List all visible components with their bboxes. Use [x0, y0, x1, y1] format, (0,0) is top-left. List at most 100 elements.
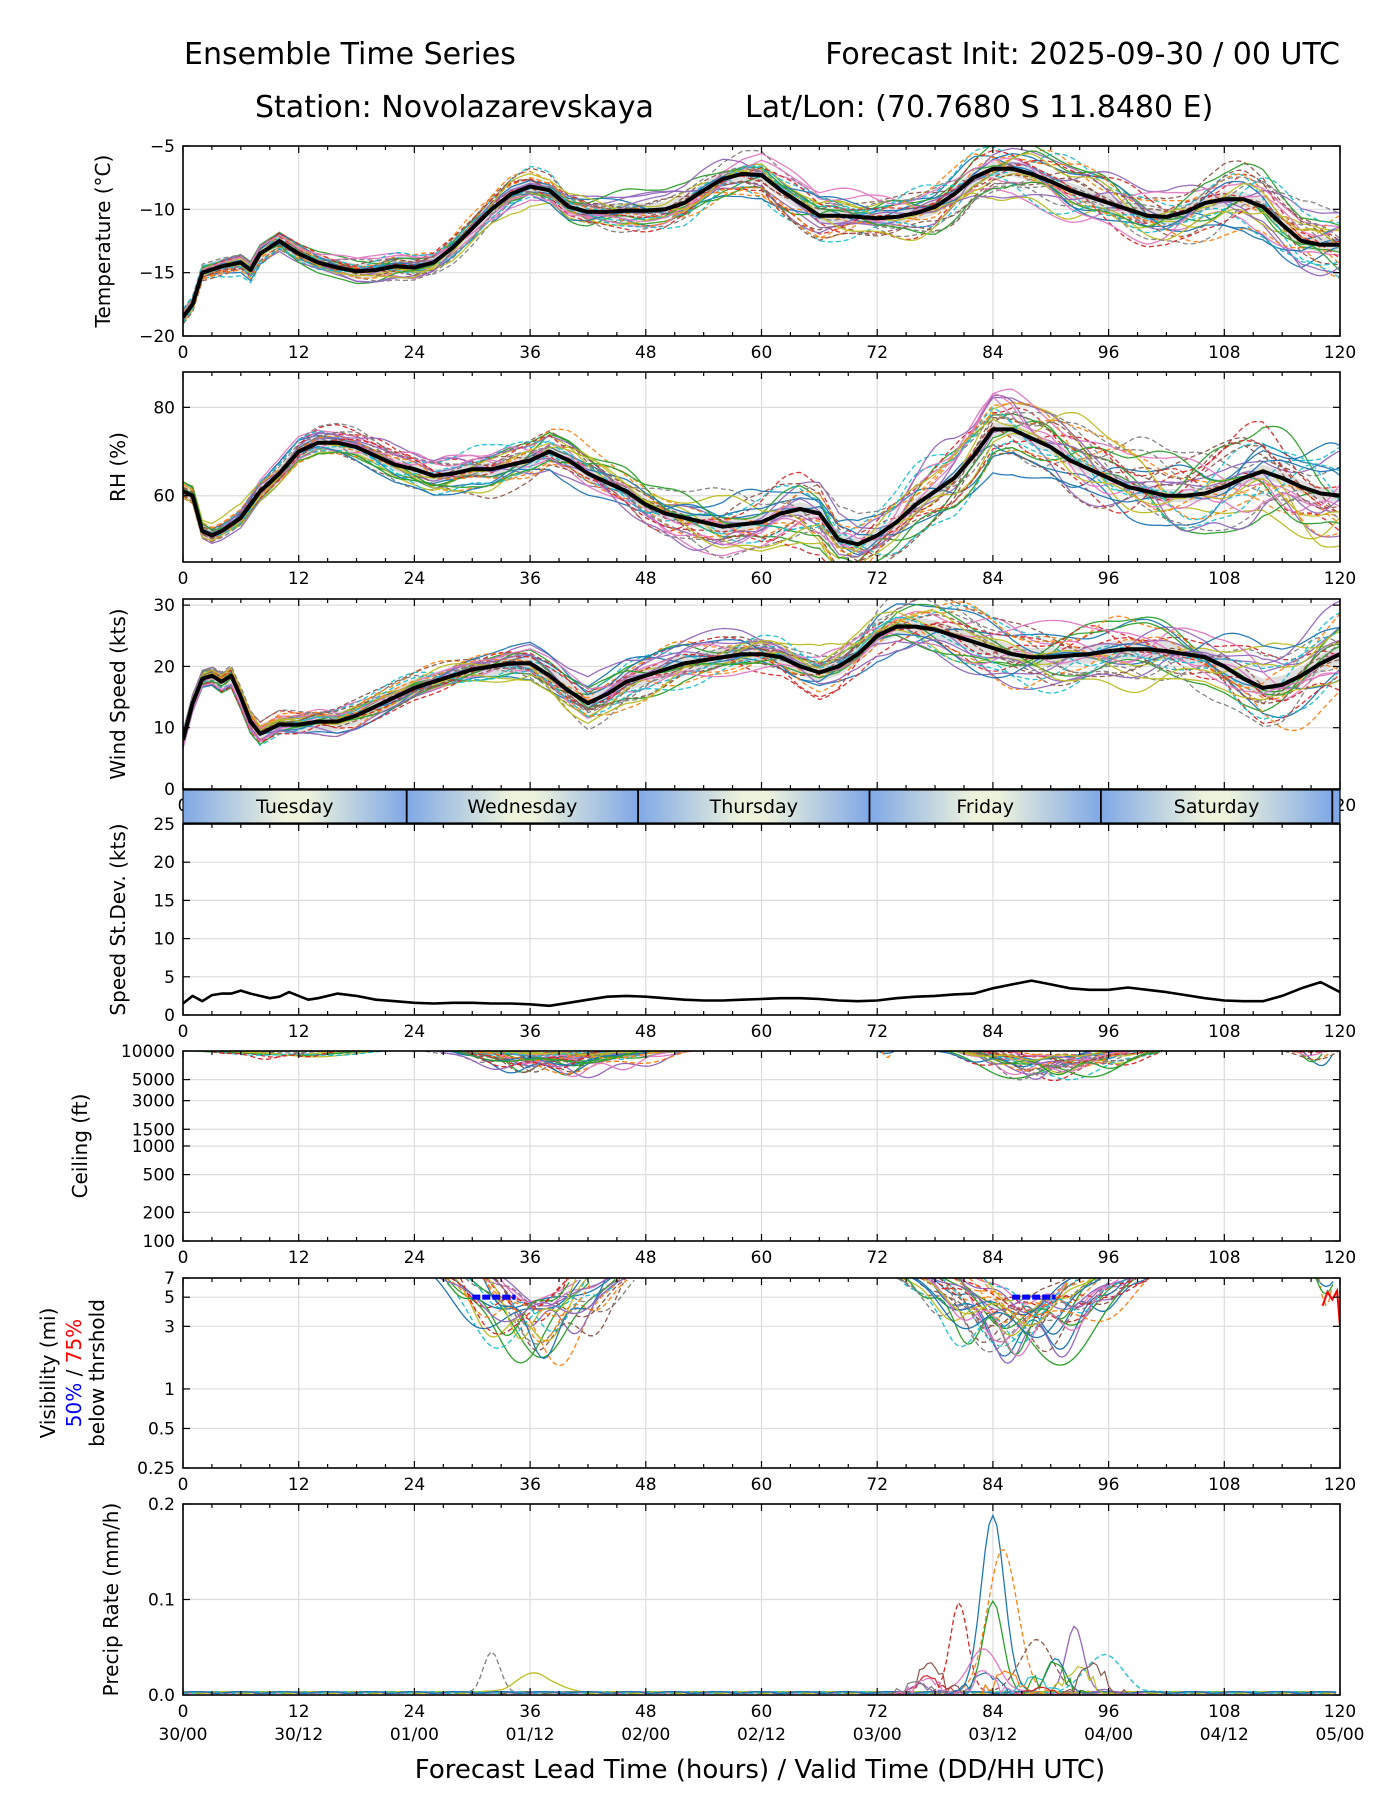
rh-member-line: [183, 434, 1340, 562]
visibility-member-line: [482, 1278, 606, 1360]
rh-plot-area: [183, 388, 1340, 562]
wind-member-line: [183, 622, 1340, 745]
stdev-stdev-line: [183, 979, 1340, 1008]
ceiling-y-tick-label: 1000: [132, 1137, 175, 1157]
rh-member-line: [183, 401, 1340, 539]
rh-y-tick-label: 60: [153, 487, 175, 507]
visibility-x-tick-label: 84: [982, 1475, 1004, 1495]
precip-x-tick-label: 36: [519, 1702, 541, 1722]
wind-y-label: Wind Speed (kts): [106, 608, 130, 779]
day-label: Thursday: [709, 796, 798, 818]
rh-x-tick-label: 36: [519, 569, 541, 589]
ceiling-member-line: [208, 1051, 385, 1056]
wind-y-tick-label: 10: [153, 719, 175, 739]
wind-member-line: [183, 610, 1340, 742]
rh-x-tick-label: 96: [1098, 569, 1120, 589]
rh-panel: 0 12 24 36 48 60 72 84 96 108 120 60 80 RH (%): [106, 371, 1356, 589]
ceiling-member-line: [454, 1051, 610, 1066]
wind-member-line: [183, 621, 1340, 738]
temperature-x-tick-label: 120: [1324, 343, 1356, 363]
visibility-member-line: [925, 1278, 1119, 1357]
visibility-member-line: [914, 1278, 1132, 1353]
visibility-x-tick-label: 60: [751, 1475, 773, 1495]
stdev-x-tick-label: 48: [635, 1022, 657, 1042]
valid-time-label: 02/12: [737, 1725, 786, 1745]
visibility-y-tick-label: 3: [164, 1317, 175, 1337]
wind-spread-band: [183, 617, 1340, 750]
visibility-member-line: [896, 1278, 1100, 1342]
valid-time-label: 04/12: [1200, 1725, 1249, 1745]
visibility-member-line: [919, 1278, 1137, 1318]
visibility-member-line: [923, 1278, 1150, 1323]
rh-member-line: [183, 394, 1340, 551]
rh-x-tick-label: 12: [288, 569, 310, 589]
temperature-member-line: [183, 146, 1340, 310]
ceiling-member-line: [980, 1051, 1151, 1075]
temperature-x-tick-label: 84: [982, 343, 1004, 363]
visibility-y-tick-label: 1: [164, 1380, 175, 1400]
ceiling-x-tick-label: 84: [982, 1248, 1004, 1268]
wind-member-line: [183, 608, 1340, 744]
ceiling-x-tick-label: 60: [751, 1248, 773, 1268]
rh-x-tick-label: 48: [635, 569, 657, 589]
ceiling-x-tick-label: 108: [1208, 1248, 1240, 1268]
temperature-y-tick-label: −20: [139, 327, 175, 347]
visibility-x-tick-label: 72: [866, 1475, 888, 1495]
visibility-member-line: [439, 1278, 626, 1323]
day-label: Tuesday: [255, 796, 333, 818]
temperature-x-tick-label: 36: [519, 343, 541, 363]
ceiling-panel: 0 12 24 36 48 60 72 84 96 108 120 100 200 500 10001500…: [68, 1042, 1356, 1268]
visibility-member-line: [938, 1278, 1102, 1325]
visibility-plot-area: [434, 1278, 1340, 1367]
valid-time-label: 05/00: [1316, 1725, 1365, 1745]
ceiling-x-tick-label: 24: [404, 1248, 426, 1268]
rh-member-line: [183, 412, 1340, 562]
ceiling-member-line: [210, 1051, 340, 1060]
temperature-panel: 0 12 24 36 48 60 72 84 96 108 120 −20 −15 −10 −5 Temper…: [91, 137, 1356, 363]
ceiling-member-line: [452, 1051, 643, 1064]
ceiling-member-line: [1296, 1051, 1325, 1057]
ceiling-member-line: [467, 1051, 687, 1075]
precip-x-tick-label: 48: [635, 1702, 657, 1722]
ceiling-x-tick-label: 96: [1098, 1248, 1120, 1268]
visibility-member-line: [493, 1278, 626, 1318]
precip-x-tick-label: 12: [288, 1702, 310, 1722]
ceiling-y-tick-label: 1500: [132, 1120, 175, 1140]
x-axis-label: Forecast Lead Time (hours) / Valid Time …: [415, 1755, 1105, 1785]
valid-time-label: 30/00: [159, 1725, 208, 1745]
stdev-plot-area: [183, 979, 1340, 1008]
ceiling-y-tick-label: 200: [143, 1203, 175, 1223]
day-bar-frame: [182, 789, 1341, 824]
temperature-x-tick-label: 108: [1208, 343, 1240, 363]
visibility-member-line: [1315, 1278, 1334, 1295]
valid-time-label: 02/00: [621, 1725, 670, 1745]
temperature-x-tick-label: 48: [635, 343, 657, 363]
temperature-y-label: Temperature (°C): [91, 155, 115, 329]
stdev-x-tick-label: 12: [288, 1022, 310, 1042]
stdev-y-tick-label: 5: [164, 968, 175, 988]
visibility-y-label: Visibility (mi): [36, 1308, 60, 1439]
stdev-x-tick-label: 36: [519, 1022, 541, 1042]
precip-x-tick-label: 0: [178, 1702, 189, 1722]
ceiling-member-line: [1298, 1051, 1323, 1063]
stdev-y-tick-label: 10: [153, 930, 175, 950]
rh-x-tick-label: 24: [404, 569, 426, 589]
ceiling-x-tick-label: 12: [288, 1248, 310, 1268]
precip-x-tick-label: 120: [1324, 1702, 1356, 1722]
ceiling-member-line: [880, 1051, 893, 1059]
rh-member-line: [183, 388, 1340, 557]
ceiling-member-line: [229, 1051, 321, 1054]
visibility-member-line: [941, 1278, 1077, 1347]
day-bar: Tuesday Wednesday Thursday Friday Saturday: [182, 789, 1341, 824]
day-cell: [183, 790, 407, 823]
temperature-x-tick-label: 24: [404, 343, 426, 363]
valid-time-label: 30/12: [274, 1725, 323, 1745]
precip-x-tick-label: 84: [982, 1702, 1004, 1722]
precip-x-tick-label: 24: [404, 1702, 426, 1722]
ceiling-member-line: [1283, 1051, 1339, 1061]
visibility-member-line: [481, 1278, 625, 1307]
legend-sep: /: [62, 1363, 86, 1382]
rh-member-line: [183, 445, 1340, 537]
wind-member-line: [183, 604, 1340, 739]
rh-member-line: [183, 406, 1340, 549]
